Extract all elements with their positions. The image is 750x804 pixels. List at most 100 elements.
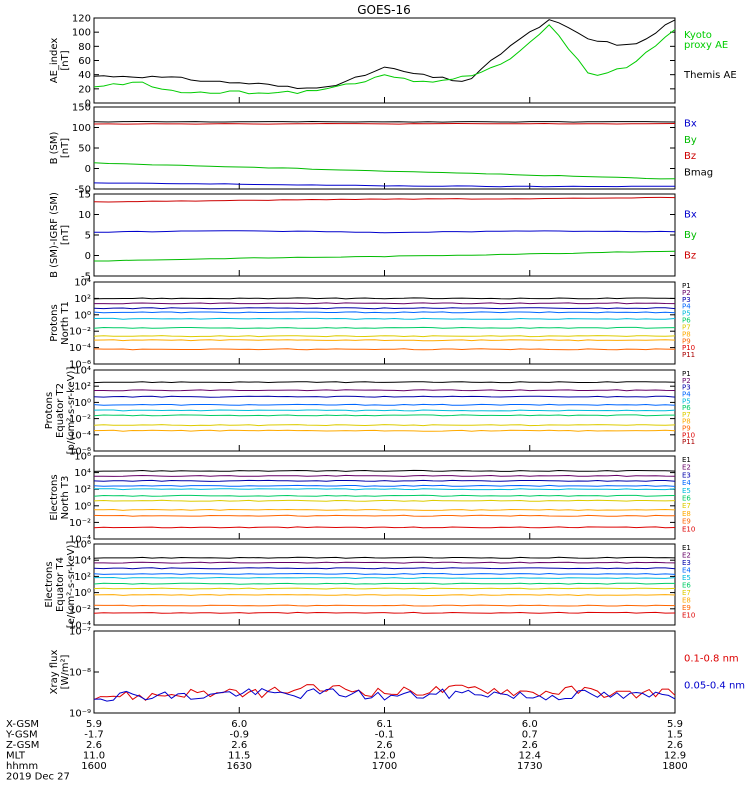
y-axis-label-pnt1: Protons (49, 304, 60, 341)
channel-label-pnt1: P9 (682, 337, 691, 345)
series-line-pnt1-p9 (93, 348, 676, 351)
y-axis-label-bigrf: B (SM)-IGRF (SM) (49, 192, 60, 278)
channel-label-pet2: P2 (682, 377, 691, 385)
channel-label-eet4: E10 (682, 612, 695, 620)
channel-label-eet4: E8 (682, 597, 691, 605)
legend-label-bsm: Bmag (684, 168, 713, 179)
footer-value: 1700 (372, 761, 397, 772)
legend-label-ae: Themis AE (683, 70, 737, 81)
y-axis-label-pet2: [p/(cm²-s-sr-keV)] (66, 367, 77, 455)
series-line-pnt1-p4 (93, 311, 676, 314)
channel-label-ent3: E8 (682, 510, 691, 518)
panel-frame-xray (93, 630, 676, 714)
footer-value: 2.6 (377, 740, 393, 751)
y-tick-label-pnt1: 10⁻⁴ (69, 343, 91, 354)
series-line-bigrf-bz (93, 196, 676, 203)
series-line-bigrf-by (94, 250, 676, 262)
y-tick-label-bsm: 50 (78, 144, 91, 155)
series-line-pnt1-p2 (94, 302, 676, 305)
series-line-eet4-e9 (93, 604, 676, 607)
series-line-eet4-e5 (94, 576, 676, 580)
y-tick-label-pet2: 10⁴ (74, 366, 91, 377)
footer-value: 12.0 (373, 751, 395, 762)
footer-value: 11.0 (83, 751, 105, 762)
channel-label-eet4: E6 (682, 582, 691, 590)
channel-label-ent3: E4 (682, 479, 691, 487)
series-line-ae-themis-ae (93, 19, 676, 90)
series-line-pet2-p4 (93, 403, 676, 406)
channel-label-eet4: E1 (682, 544, 691, 552)
channel-label-pet2: P11 (682, 438, 695, 446)
series-line-pnt1-p7 (93, 335, 676, 338)
channel-label-pet2: P9 (682, 425, 691, 433)
series-line-pet2-p3 (93, 395, 676, 398)
channel-label-ent3: E5 (682, 487, 691, 495)
y-tick-label-ent3: 10⁻² (69, 518, 91, 529)
legend-label-bigrf: Bz (684, 251, 696, 262)
channel-label-eet4: E4 (682, 567, 691, 575)
series-line-bsm-bx (93, 182, 676, 188)
footer-value: 6.1 (377, 719, 393, 730)
y-tick-label-pnt1: 10⁴ (74, 278, 91, 289)
channel-label-eet4: E5 (682, 574, 691, 582)
y-tick-label-ae: 60 (78, 56, 91, 67)
series-line-pnt1-p5 (93, 317, 676, 320)
y-axis-label-xray: [W/m²] (60, 654, 71, 689)
y-tick-label-xray: 10⁻⁸ (69, 668, 91, 679)
series-line-pet2-p7 (93, 424, 676, 427)
legend-label-bsm: Bx (684, 118, 697, 129)
y-tick-label-ent3: 10⁻⁴ (69, 535, 91, 546)
y-tick-label-bigrf: 0 (85, 251, 91, 262)
y-tick-label-eet4: 10⁻² (69, 604, 91, 615)
series-line-pet2-p8 (93, 429, 676, 432)
series-line-pet2-p5 (93, 409, 676, 412)
channel-label-ent3: E10 (682, 525, 695, 533)
plot-title: GOES-16 (357, 3, 411, 17)
series-line-xray-0-05-0-4-nm (93, 688, 676, 702)
y-tick-label-pet2: 10² (74, 382, 91, 393)
channel-label-eet4: E2 (682, 552, 691, 560)
footer-row-label: X-GSM (6, 719, 39, 730)
y-axis-label-ent3: North T3 (60, 476, 71, 520)
series-line-eet4-e10 (93, 611, 676, 614)
y-tick-label-ent3: 10² (74, 485, 91, 496)
footer-value: 1800 (662, 761, 687, 772)
footer-value: 1630 (227, 761, 252, 772)
y-tick-label-ae: 20 (78, 84, 91, 95)
y-axis-label-eet4: [e/(cm²-s-sr-keV)] (66, 541, 77, 629)
y-tick-label-pnt1: 10⁰ (74, 310, 91, 321)
channel-label-pet2: P7 (682, 411, 691, 419)
footer-value: 5.9 (667, 719, 683, 730)
series-line-xray-0-1-0-8-nm (93, 684, 676, 701)
y-axis-label-ae: [nT] (60, 50, 71, 70)
footer-value: 6.0 (231, 719, 247, 730)
y-axis-label-eet4: Electrons (44, 561, 55, 607)
channel-label-pnt1: P4 (682, 303, 691, 311)
footer-row-label: Z-GSM (6, 740, 39, 751)
series-line-ent3-e9 (93, 514, 676, 517)
footer-value: -0.1 (375, 730, 395, 741)
channel-label-pet2: P5 (682, 397, 691, 405)
y-tick-label-bigrf: 5 (85, 231, 91, 242)
channel-label-eet4: E3 (682, 559, 691, 567)
y-tick-label-pet2: 10⁻⁴ (69, 430, 91, 441)
series-line-ent3-e4 (93, 484, 676, 487)
y-tick-label-ent3: 10⁶ (74, 452, 91, 463)
y-tick-label-pet2: 10⁻⁶ (69, 447, 91, 458)
panel-frame-pnt1 (93, 281, 676, 365)
y-axis-label-bsm: B (SM) (49, 131, 60, 164)
footer-value: 2.6 (231, 740, 247, 751)
y-tick-label-bigrf: 15 (78, 190, 91, 201)
legend-label-xray: 0.1-0.8 nm (684, 653, 739, 664)
y-axis-label-bigrf: [nT] (60, 225, 71, 245)
series-line-pnt1-p1 (93, 297, 676, 300)
series-line-bigrf-bx (93, 230, 676, 234)
channel-label-pnt1: P8 (682, 330, 691, 338)
y-tick-label-bigrf: 10 (78, 210, 91, 221)
channel-label-ent3: E3 (682, 471, 691, 479)
series-line-ent3-e1 (93, 469, 676, 472)
y-tick-label-xray: 10⁻⁷ (69, 627, 91, 638)
footer-row-label: Y-GSM (5, 730, 38, 741)
series-line-pnt1-p3 (93, 307, 676, 310)
